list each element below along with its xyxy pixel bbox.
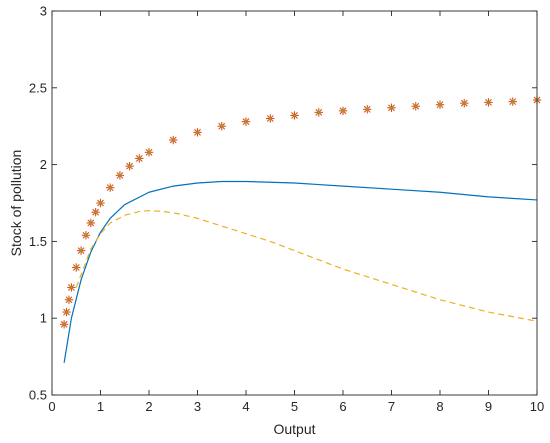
series-0-point	[91, 208, 100, 217]
series-2-line	[75, 210, 538, 322]
x-tick-label: 10	[530, 399, 544, 414]
x-tick-label: 4	[242, 399, 249, 414]
x-tick-label: 9	[485, 399, 492, 414]
y-tick-label: 0.5	[29, 388, 47, 403]
series-0-point	[96, 198, 105, 208]
series-0-point	[338, 106, 348, 116]
series-0-point	[115, 171, 125, 180]
y-tick-label: 1	[40, 311, 47, 326]
series-1	[63, 180, 538, 363]
series-0-point	[484, 98, 493, 107]
series-0-point	[387, 103, 396, 112]
series-0-point	[314, 108, 323, 117]
series-0-point	[106, 183, 115, 192]
y-axis-label: Stock of pollution	[8, 150, 24, 257]
y-tick-label: 1.5	[29, 234, 47, 249]
series-0-point	[241, 117, 251, 126]
series-0-point	[290, 111, 299, 120]
plot-area	[52, 11, 537, 395]
x-tick-label: 3	[194, 399, 201, 414]
axes-layer: 0 1 2 3 4 5 6 7 8 9 10 0.5 1 1.5 2 2.5 3	[29, 4, 544, 415]
series-0-point	[169, 135, 178, 145]
x-tick-label: 1	[97, 399, 104, 414]
series-0-point	[193, 128, 202, 137]
series-0-point	[435, 100, 445, 109]
series-1-line	[63, 180, 538, 363]
series-0-point	[135, 154, 144, 163]
series-0-point	[217, 122, 226, 131]
series-0-point	[125, 161, 134, 171]
x-tick-label: 2	[145, 399, 152, 414]
x-tick-label: 5	[291, 399, 298, 414]
series-0-point	[59, 320, 69, 329]
plot-background	[52, 11, 537, 395]
series-0-point	[72, 263, 81, 272]
x-tick-label: 8	[436, 399, 443, 414]
series-0-point	[363, 105, 372, 114]
x-tick-label: 0	[48, 399, 55, 414]
series-0-point	[67, 283, 76, 292]
series-0-point	[64, 295, 74, 304]
x-axis-label: Output	[273, 421, 315, 437]
y-tick-label: 2	[40, 157, 47, 172]
x-tick-label: 7	[388, 399, 395, 414]
series-0-point	[266, 114, 275, 123]
series-0-point	[144, 148, 154, 157]
series-0-point	[460, 98, 469, 108]
x-tick-label: 6	[339, 399, 346, 414]
series-0-point	[508, 97, 517, 106]
y-tick-label: 2.5	[29, 80, 47, 95]
series-2	[75, 210, 538, 322]
series-0	[59, 95, 542, 329]
series-0-point	[86, 218, 95, 228]
series-0-point	[62, 307, 71, 317]
series-0-point	[81, 231, 91, 240]
series-layer	[59, 95, 542, 363]
series-0-point	[411, 102, 420, 111]
series-0-point	[76, 246, 86, 255]
y-tick-label: 3	[40, 4, 47, 19]
